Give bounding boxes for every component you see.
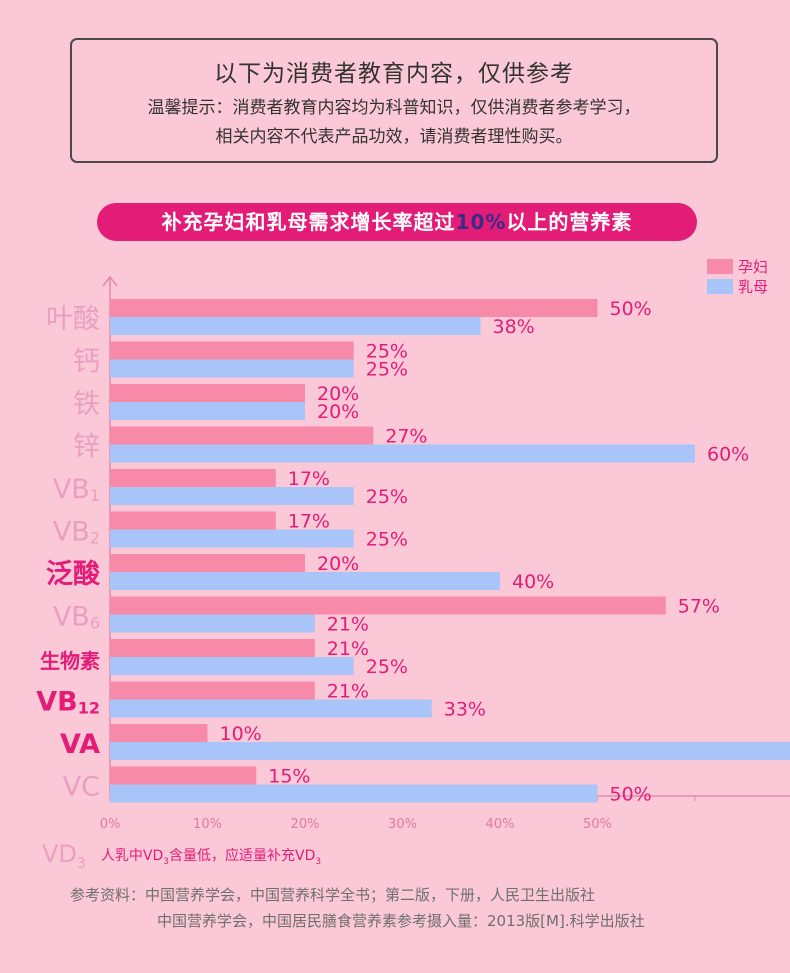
x-tick-label: 50% <box>583 817 612 832</box>
category-label: VA <box>60 729 100 760</box>
bar <box>110 317 481 335</box>
category-label: 钙 <box>73 347 100 378</box>
vd3-note: 人乳中VD3含量低，应适量补充VD3 <box>100 848 322 867</box>
disclaimer-line-2: 相关内容不代表产品功效，请消费者理性购买。 <box>215 127 573 147</box>
bar <box>110 614 315 633</box>
x-tick-label: 40% <box>486 817 515 832</box>
category-label: 泛酸 <box>46 559 101 590</box>
value-label: 25% <box>366 486 408 508</box>
chart-title-end: 以上的营养素 <box>506 210 633 234</box>
disclaimer-title: 以下为消费者教育内容，仅供参考 <box>214 61 574 87</box>
vd3-label-main: VD <box>42 840 77 868</box>
bar <box>110 469 276 487</box>
y-axis-arrow <box>102 275 118 287</box>
category-label: 叶酸 <box>46 304 100 335</box>
x-tick-label: 0% <box>100 817 121 832</box>
bar <box>110 724 208 742</box>
bar <box>110 596 666 615</box>
x-tick-label: 30% <box>388 817 417 832</box>
value-label: 21% <box>327 614 369 636</box>
vd3-note-part-1: 人乳中VD <box>100 848 164 864</box>
bar <box>110 742 790 760</box>
vd3-label: VD3 <box>42 840 86 872</box>
bar <box>110 572 500 590</box>
value-label: 27% <box>385 426 427 448</box>
vd3-note-sub-2: 3 <box>315 856 322 867</box>
bar <box>110 402 305 420</box>
bar <box>110 639 315 657</box>
value-label: 10% <box>220 723 262 745</box>
category-label: VB6 <box>53 602 100 633</box>
value-label: 25% <box>366 359 408 381</box>
bar <box>110 784 598 803</box>
bar <box>110 384 305 402</box>
category-label: VB1 <box>53 474 100 505</box>
vd3-footnote: VD3 人乳中VD3含量低，应适量补充VD3 <box>42 840 642 872</box>
value-label: 21% <box>327 681 369 703</box>
legend-swatch <box>707 259 733 274</box>
category-label: VB2 <box>53 517 100 548</box>
bar <box>110 444 695 463</box>
chart-title: 补充孕妇和乳母需求增长率超过10%以上的营养素 <box>97 203 697 241</box>
bar <box>110 699 432 718</box>
legend-label: 孕妇 <box>738 258 768 276</box>
value-label: 20% <box>317 401 359 423</box>
value-label: 20% <box>317 383 359 405</box>
category-label: 铁 <box>73 389 100 420</box>
vd3-note-part-2: 含量低，应适量补充VD <box>169 848 316 864</box>
bar <box>110 299 598 317</box>
bar <box>110 554 305 572</box>
legend-label: 乳母 <box>738 278 768 296</box>
x-tick-label: 20% <box>291 817 320 832</box>
category-label: 生物素 <box>40 649 100 673</box>
bar <box>110 766 257 785</box>
value-label: 33% <box>444 699 486 721</box>
reference-line-2: 中国营养学会，中国居民膳食营养素参考摄入量：2013版[M].科学出版社 <box>157 912 645 930</box>
bar <box>110 359 354 378</box>
x-tick-label: 10% <box>193 817 222 832</box>
references: 参考资料：中国营养学会，中国营养科学全书；第二版，下册，人民卫生出版社 中国营养… <box>0 882 790 934</box>
value-label: 15% <box>268 766 310 788</box>
value-label: 50% <box>610 784 652 806</box>
disclaimer-box: 以下为消费者教育内容，仅供参考 温馨提示：消费者教育内容均为科普知识，仅供消费者… <box>70 38 718 163</box>
value-label: 25% <box>366 529 408 551</box>
value-label: 38% <box>493 316 535 338</box>
disclaimer-line-1: 温馨提示：消费者教育内容均为科普知识，仅供消费者参考学习， <box>147 98 641 118</box>
bar <box>110 341 354 360</box>
bar-chart: 0%10%20%30%40%50%80%孕妇乳母50%38%叶酸25%25%钙2… <box>36 258 790 832</box>
bar <box>110 681 315 700</box>
reference-line-1: 参考资料：中国营养学会，中国营养科学全书；第二版，下册，人民卫生出版社 <box>70 886 596 904</box>
value-label: 60% <box>707 444 749 466</box>
chart-title-start: 补充孕妇和乳母需求增长率超过 <box>161 210 456 234</box>
value-label: 20% <box>317 553 359 575</box>
value-label: 17% <box>288 468 330 490</box>
value-label: 50% <box>610 298 652 320</box>
category-label: VC <box>63 772 100 803</box>
value-label: 25% <box>366 341 408 363</box>
vd3-note-sub-1: 3 <box>163 856 170 867</box>
chart-title-highlight: 10% <box>455 210 507 234</box>
disclaimer-body: 温馨提示：消费者教育内容均为科普知识，仅供消费者参考学习， 相关内容不代表产品功… <box>72 94 716 152</box>
bar <box>110 487 354 505</box>
bar <box>110 511 276 530</box>
legend-swatch <box>707 279 733 294</box>
bar <box>110 657 354 675</box>
value-label: 57% <box>678 596 720 618</box>
value-label: 25% <box>366 656 408 678</box>
value-label: 21% <box>327 638 369 660</box>
value-label: 17% <box>288 511 330 533</box>
category-label: VB12 <box>36 687 100 718</box>
vd3-label-sub: 3 <box>76 855 86 872</box>
category-label: 锌 <box>73 432 100 463</box>
value-label: 40% <box>512 571 554 593</box>
bar <box>110 426 374 445</box>
bar <box>110 529 354 548</box>
